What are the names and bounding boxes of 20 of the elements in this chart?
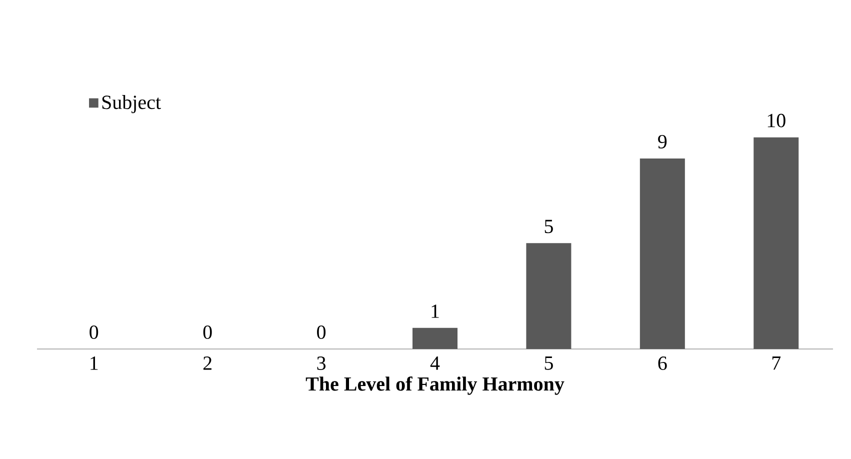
data-label: 1 bbox=[432, 304, 439, 318]
legend-label: Subject bbox=[102, 95, 161, 114]
x-axis-title: The Level of Family Harmony bbox=[306, 376, 564, 395]
x-tick-label: 5 bbox=[544, 356, 553, 370]
x-tick-label: 4 bbox=[430, 356, 440, 370]
x-tick-label: 2 bbox=[203, 356, 212, 370]
data-label: 5 bbox=[544, 220, 553, 234]
data-label: 10 bbox=[768, 114, 786, 128]
data-label: 0 bbox=[90, 325, 98, 339]
data-label: 0 bbox=[203, 325, 212, 339]
bar bbox=[754, 137, 799, 349]
bar bbox=[640, 158, 685, 349]
data-label: 9 bbox=[658, 135, 667, 148]
bar bbox=[526, 243, 572, 349]
x-tick-label: 6 bbox=[658, 356, 667, 370]
data-label: 0 bbox=[317, 325, 326, 339]
x-tick-label: 3 bbox=[317, 356, 326, 370]
x-tick-label: 1 bbox=[90, 356, 98, 370]
bar bbox=[412, 328, 458, 349]
x-tick-label: 7 bbox=[772, 356, 781, 370]
